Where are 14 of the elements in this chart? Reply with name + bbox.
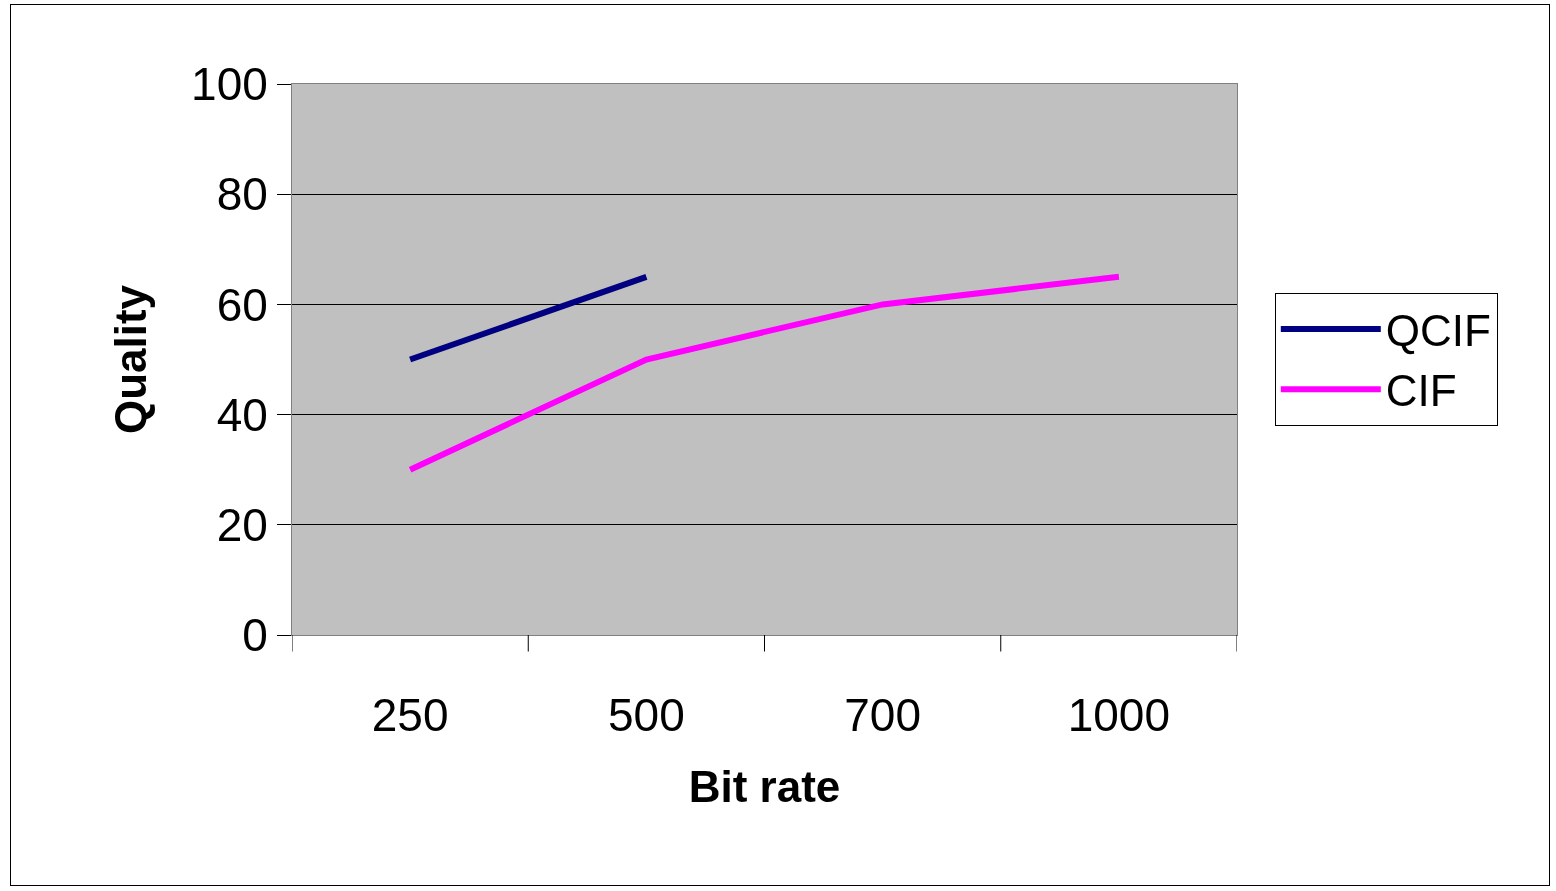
legend-label: QCIF <box>1385 306 1491 356</box>
x-tick-label: 1000 <box>1067 689 1171 742</box>
y-tick-label: 100 <box>191 58 268 111</box>
y-tick-label: 60 <box>216 278 268 331</box>
legend-label: CIF <box>1385 366 1457 416</box>
x-tick-label: 250 <box>371 689 449 742</box>
y-tick-label: 20 <box>216 498 268 551</box>
y-tick-label: 40 <box>216 388 268 441</box>
y-tick-label: 80 <box>216 168 268 221</box>
y-axis-title: Quality <box>106 284 156 435</box>
x-tick-label: 700 <box>844 689 922 742</box>
y-tick-label: 0 <box>242 609 268 662</box>
x-axis-title: Bit rate <box>688 761 841 811</box>
x-tick-label: 500 <box>608 689 685 742</box>
